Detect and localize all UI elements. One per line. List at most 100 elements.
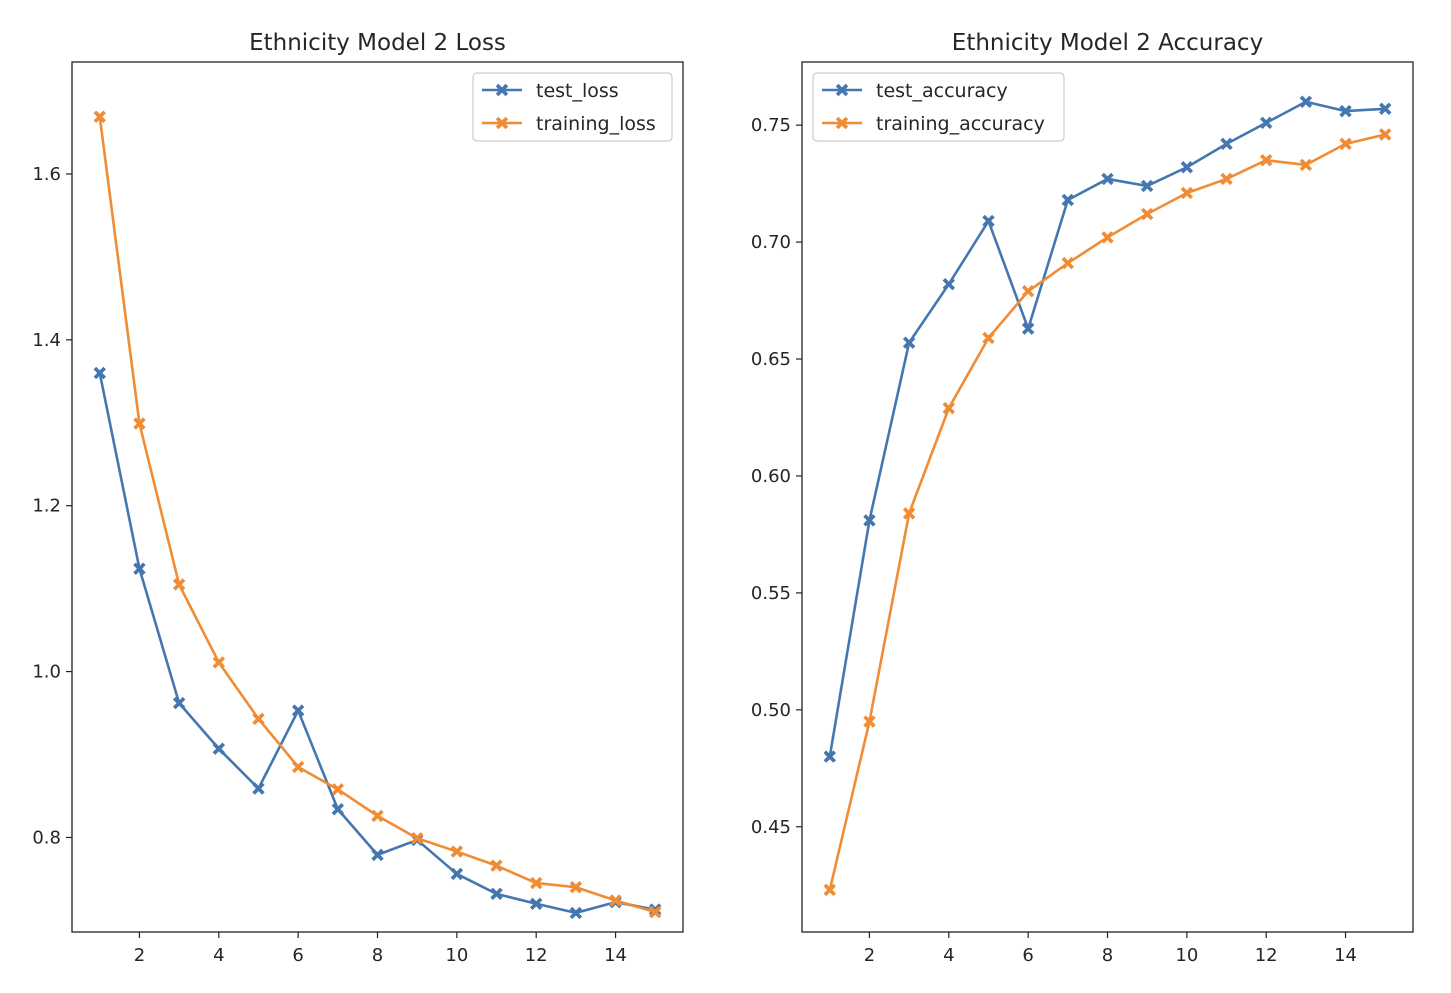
legend-label: training_accuracy: [876, 113, 1045, 135]
data-point: [902, 336, 916, 349]
chart-title: Ethnicity Model 2 Accuracy: [952, 30, 1263, 56]
y-tick-label: 0.65: [751, 349, 791, 370]
data-point: [1220, 172, 1233, 186]
legend-box: [472, 72, 673, 142]
legend-marker: [835, 116, 849, 130]
x-tick-label: 6: [1022, 945, 1033, 966]
data-point: [1140, 179, 1154, 193]
x-tick-label: 8: [1102, 945, 1113, 966]
data-point: [212, 742, 225, 755]
data-point: [569, 906, 583, 920]
data-point: [93, 366, 106, 380]
series-test_accuracy: [823, 95, 1392, 763]
data-point: [649, 905, 662, 919]
data-point: [1299, 95, 1313, 108]
series-test_loss: [93, 366, 662, 920]
legend-label: training_loss: [536, 113, 656, 135]
x-tick-label: 4: [943, 945, 954, 966]
legend-label: test_loss: [536, 80, 619, 102]
legend: test_accuracy training_accuracy: [812, 72, 1065, 142]
legend-label: test_accuracy: [876, 80, 1008, 102]
data-point: [1021, 322, 1035, 335]
data-point: [1061, 256, 1075, 270]
data-point: [530, 876, 543, 890]
legend: test_loss training_loss: [472, 72, 673, 142]
data-point: [490, 887, 503, 901]
data-point: [1180, 161, 1194, 174]
data-point: [569, 881, 583, 894]
data-point: [530, 897, 543, 911]
legend-marker: [495, 116, 509, 130]
data-point: [863, 715, 876, 728]
data-point: [291, 760, 305, 774]
data-point: [823, 883, 836, 897]
y-tick-label: 1.6: [32, 164, 61, 185]
chart-panel-2: Ethnicity Model 2 Accuracy 2 4 6 8 10 12 14 0.45…: [751, 30, 1414, 966]
data-point: [252, 712, 265, 726]
series-line-test_accuracy: [828, 100, 1386, 757]
data-point: [450, 867, 464, 881]
plot-area-frame: [71, 61, 684, 933]
data-point: [942, 401, 955, 415]
data-point: [252, 782, 265, 795]
data-point: [609, 894, 622, 907]
x-tick-label: 10: [1175, 945, 1198, 966]
x-tick-label: 12: [525, 945, 548, 966]
series-training_loss: [93, 110, 662, 919]
data-point: [490, 859, 503, 872]
y-tick-label: 1.0: [32, 662, 61, 683]
data-point: [410, 832, 424, 845]
legend-box: [812, 72, 1065, 142]
data-point: [331, 783, 345, 796]
x-tick-label: 2: [864, 945, 875, 966]
x-tick-label: 6: [292, 945, 303, 966]
data-point: [1180, 186, 1194, 200]
data-point: [1101, 231, 1114, 244]
series-training_accuracy: [823, 128, 1392, 897]
data-point: [291, 704, 305, 717]
data-point: [93, 110, 106, 123]
x-tick-label: 4: [213, 945, 224, 966]
data-point: [1140, 207, 1154, 221]
y-tick-label: 1.4: [32, 330, 61, 351]
data-point: [1339, 137, 1352, 151]
data-point: [1379, 128, 1392, 141]
data-point: [1260, 116, 1273, 130]
x-tick-label: 8: [372, 945, 383, 966]
data-point: [1220, 137, 1233, 151]
data-point: [902, 507, 916, 520]
data-point: [212, 656, 225, 669]
legend-marker: [495, 83, 509, 97]
series-line-test_loss: [98, 372, 656, 915]
data-point: [823, 750, 836, 763]
data-point: [1299, 158, 1313, 172]
x-tick-label: 14: [604, 945, 627, 966]
y-tick-label: 0.75: [751, 115, 791, 136]
data-point: [1260, 154, 1273, 167]
data-point: [942, 277, 955, 291]
y-tick-label: 0.70: [751, 232, 791, 253]
data-point: [1061, 193, 1075, 207]
data-point: [863, 514, 876, 527]
data-point: [172, 578, 186, 591]
plot-area-frame: [801, 61, 1414, 933]
data-point: [1379, 102, 1392, 115]
data-point: [133, 417, 146, 430]
y-tick-label: 0.8: [32, 827, 61, 848]
chart-panel-1: Ethnicity Model 2 Loss 2 4 6 8 10 12 14 0.8 1.0 1.…: [32, 30, 684, 966]
y-tick-label: 0.50: [751, 700, 791, 721]
data-point: [371, 809, 384, 823]
x-tick-label: 2: [134, 945, 145, 966]
data-point: [1021, 284, 1035, 298]
y-tick-label: 0.45: [751, 817, 791, 838]
data-point: [1101, 172, 1114, 186]
x-tick-label: 14: [1334, 945, 1357, 966]
chart-title: Ethnicity Model 2 Loss: [249, 30, 506, 56]
y-tick-label: 0.60: [751, 466, 791, 487]
legend-marker: [835, 83, 849, 97]
data-point: [371, 848, 384, 862]
data-point: [450, 845, 464, 858]
y-tick-label: 0.55: [751, 583, 791, 604]
